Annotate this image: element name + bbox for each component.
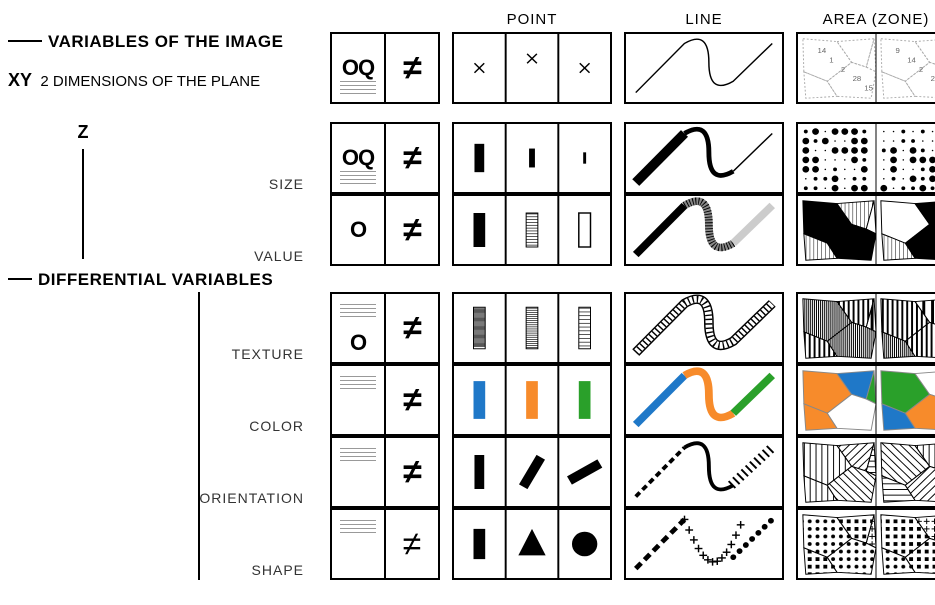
- area-size: [796, 122, 935, 194]
- point-texture: [452, 292, 612, 364]
- legend-xy: OQ ≠: [330, 32, 440, 104]
- area-xy: 141228159142211: [796, 32, 935, 104]
- point-size: [452, 122, 612, 194]
- header-area: AREA (ZONE): [796, 8, 935, 32]
- point-shape: [452, 508, 612, 580]
- point-orientation: [452, 436, 612, 508]
- label-shape: SHAPE: [8, 508, 318, 580]
- legend-texture: O ≠: [330, 292, 440, 364]
- point-color: [452, 364, 612, 436]
- legend-size: OQ ≠: [330, 122, 440, 194]
- line-orientation: [624, 436, 784, 508]
- svg-text:15: 15: [864, 84, 873, 93]
- label-color: COLOR: [8, 364, 318, 436]
- svg-text:9: 9: [896, 46, 900, 55]
- svg-text:14: 14: [907, 55, 916, 64]
- area-shape: [796, 508, 935, 580]
- label-orientation: ORIENTATION: [8, 436, 318, 508]
- legend-color: ≠: [330, 364, 440, 436]
- legend-orientation: ≠: [330, 436, 440, 508]
- area-texture: [796, 292, 935, 364]
- line-shape: [624, 508, 784, 580]
- line-xy: [624, 32, 784, 104]
- area-color: [796, 364, 935, 436]
- legend-shape: ≠: [330, 508, 440, 580]
- svg-text:14: 14: [818, 46, 827, 55]
- point-value: [452, 194, 612, 266]
- svg-text:28: 28: [853, 74, 862, 83]
- legend-value: O ≠: [330, 194, 440, 266]
- label-texture: TEXTURE: [8, 292, 318, 364]
- label-size: Z SIZE: [8, 122, 318, 194]
- header-point: POINT: [452, 8, 612, 32]
- point-xy: [452, 32, 612, 104]
- line-size: [624, 122, 784, 194]
- line-texture: [624, 292, 784, 364]
- label-title-main: VARIABLES OF THE IMAGE XY 2 DIMENSIONS O…: [8, 32, 318, 104]
- header-line: LINE: [624, 8, 784, 32]
- line-value: [624, 194, 784, 266]
- svg-text:21: 21: [931, 74, 935, 83]
- svg-text:1: 1: [829, 55, 833, 64]
- area-orientation: [796, 436, 935, 508]
- line-color: [624, 364, 784, 436]
- label-value: VALUE: [8, 194, 318, 266]
- area-value: [796, 194, 935, 266]
